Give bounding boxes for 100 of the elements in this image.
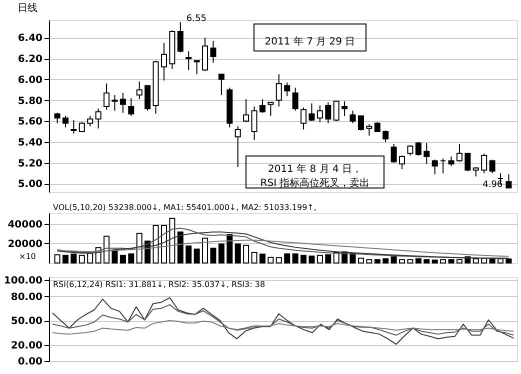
candlestick bbox=[424, 142, 430, 164]
candlestick bbox=[284, 82, 290, 97]
candlestick bbox=[194, 60, 200, 75]
bar bbox=[316, 254, 323, 264]
candlestick bbox=[78, 122, 85, 132]
y-tick-label: 40000 bbox=[8, 219, 43, 230]
candlestick bbox=[350, 110, 356, 124]
line-series bbox=[52, 297, 514, 345]
candlestick bbox=[202, 37, 208, 72]
bar bbox=[251, 252, 258, 264]
candlestick bbox=[276, 74, 282, 108]
candlestick bbox=[481, 152, 488, 174]
bar bbox=[128, 253, 134, 264]
bar bbox=[390, 256, 397, 264]
y-tick-label: 5.80 bbox=[18, 96, 43, 107]
candlestick bbox=[218, 74, 224, 96]
candlestick bbox=[136, 81, 142, 100]
annotation: 2011 年 8 月 4 日， RSI 指标高位死叉，卖出 bbox=[260, 163, 370, 189]
annotation: 4.96 bbox=[482, 180, 503, 190]
candlestick bbox=[292, 87, 298, 112]
y-tick-label: 80.00 bbox=[10, 292, 43, 303]
y-tick-label: 100.00 bbox=[4, 276, 43, 287]
bar bbox=[333, 252, 340, 264]
candlestick bbox=[104, 83, 110, 110]
candlestick bbox=[186, 50, 192, 71]
candlestick bbox=[390, 144, 397, 164]
bar bbox=[292, 253, 298, 264]
line-series bbox=[52, 304, 514, 336]
bar bbox=[440, 259, 446, 264]
bar bbox=[54, 254, 60, 264]
bar bbox=[374, 259, 380, 264]
candlestick bbox=[456, 144, 462, 162]
bar bbox=[456, 259, 462, 264]
bar bbox=[243, 244, 250, 264]
bar bbox=[259, 254, 266, 264]
y-tick-label: 5.60 bbox=[18, 116, 43, 128]
candlestick bbox=[268, 102, 274, 116]
y-tick-label: 20.00 bbox=[10, 340, 43, 352]
candlestick bbox=[300, 107, 307, 130]
bar bbox=[415, 258, 422, 264]
bar bbox=[226, 234, 233, 264]
y-tick-label: 5.20 bbox=[18, 158, 43, 170]
candlestick bbox=[489, 159, 496, 174]
bar bbox=[194, 248, 200, 264]
candlestick bbox=[333, 100, 340, 122]
annotation: 2011 年 7 月 29 日 bbox=[264, 36, 356, 48]
bar bbox=[506, 258, 512, 264]
annotation: 6.55 bbox=[186, 14, 206, 24]
bar bbox=[382, 258, 389, 264]
bar bbox=[308, 256, 315, 264]
text: ×10 bbox=[19, 252, 36, 261]
line-series bbox=[52, 320, 514, 335]
candlestick bbox=[234, 126, 241, 168]
y-tick-label: 5.40 bbox=[18, 137, 43, 148]
bar bbox=[358, 258, 364, 264]
y-tick-label: 6.20 bbox=[18, 54, 43, 66]
bar bbox=[112, 250, 118, 264]
candlestick bbox=[316, 104, 323, 123]
annotation: RSI(6,12,24) RSI1: 31.881↓, RSI2: 35.037↓, RSI3: 38 bbox=[53, 280, 266, 289]
candlestick bbox=[382, 130, 389, 142]
candlestick bbox=[407, 144, 414, 156]
bar bbox=[169, 218, 176, 264]
bar bbox=[234, 243, 241, 264]
candlestick bbox=[464, 152, 471, 172]
y-tick-label: 6.40 bbox=[18, 33, 43, 44]
bar bbox=[202, 238, 208, 264]
candlestick bbox=[251, 106, 258, 140]
candlestick bbox=[342, 100, 348, 116]
candlestick bbox=[366, 124, 372, 136]
y-tick-label: 0.00 bbox=[18, 356, 43, 368]
bar bbox=[152, 224, 159, 264]
bar bbox=[276, 257, 282, 264]
bar bbox=[472, 258, 479, 264]
candlestick bbox=[259, 98, 266, 114]
bar bbox=[448, 259, 454, 264]
candlestick bbox=[308, 102, 315, 122]
candlestick bbox=[160, 42, 167, 81]
candlestick bbox=[87, 115, 94, 127]
bar bbox=[432, 260, 438, 264]
bar bbox=[300, 254, 307, 264]
candlestick bbox=[325, 102, 332, 124]
bar bbox=[210, 248, 216, 264]
bar bbox=[325, 254, 332, 264]
candlestick bbox=[358, 115, 364, 131]
candlestick bbox=[440, 158, 446, 174]
bar bbox=[366, 259, 372, 264]
bar bbox=[62, 254, 68, 264]
candlestick bbox=[374, 122, 380, 132]
candlestick bbox=[399, 155, 406, 170]
candlestick bbox=[210, 40, 216, 64]
bar bbox=[268, 256, 274, 264]
chart-title: 日线 bbox=[17, 2, 38, 14]
y-tick-label: 50.00 bbox=[10, 316, 43, 328]
candlestick bbox=[432, 159, 438, 175]
bar bbox=[160, 224, 167, 264]
bar bbox=[120, 254, 126, 264]
candlestick bbox=[112, 94, 118, 112]
bar bbox=[136, 232, 142, 264]
candlestick bbox=[177, 22, 184, 53]
bar bbox=[70, 254, 77, 264]
